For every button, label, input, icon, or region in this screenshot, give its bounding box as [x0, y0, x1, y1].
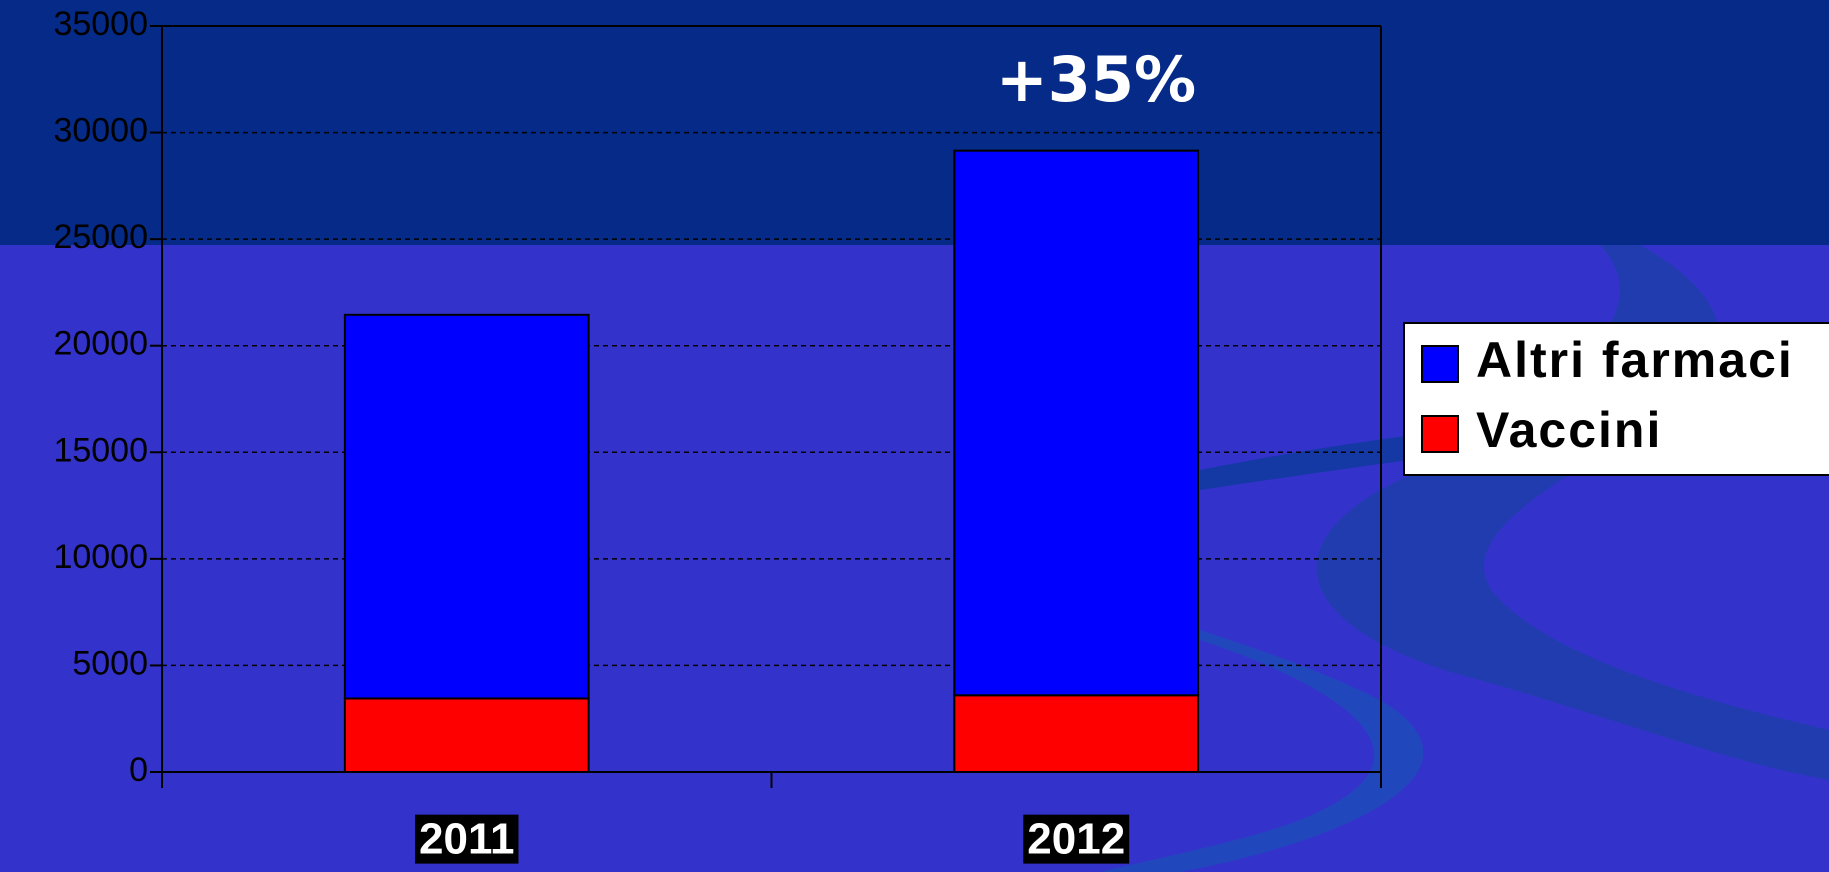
- legend-label: Vaccini: [1476, 402, 1662, 458]
- legend-swatch: [1421, 415, 1459, 453]
- annotation: +35%: [996, 43, 1196, 116]
- y-tick-label: 20000: [53, 325, 148, 363]
- y-tick-label: 25000: [53, 218, 148, 256]
- decor-swirl: [1100, 630, 1424, 872]
- x-tick-label: 2011: [419, 815, 514, 864]
- bar-segment: [953, 694, 1200, 773]
- bar-segment: [343, 313, 590, 700]
- bar-segment: [953, 149, 1200, 697]
- legend-label: Altri farmaci: [1476, 332, 1794, 388]
- y-tick-label: 10000: [53, 538, 148, 576]
- bar-segment: [343, 697, 590, 773]
- legend-box: [1403, 322, 1829, 476]
- x-tick-label: 2012: [1027, 815, 1125, 864]
- y-tick-label: 15000: [53, 431, 148, 469]
- y-tick-label: 5000: [72, 644, 148, 682]
- header-band: [0, 0, 1829, 245]
- y-tick-label: 0: [129, 751, 148, 789]
- x-tick-label-bg: [415, 814, 519, 864]
- x-tick-label-bg: [1023, 814, 1130, 864]
- y-tick-label: 30000: [53, 112, 148, 150]
- y-tick-label: 35000: [53, 5, 148, 43]
- legend-swatch: [1421, 345, 1459, 383]
